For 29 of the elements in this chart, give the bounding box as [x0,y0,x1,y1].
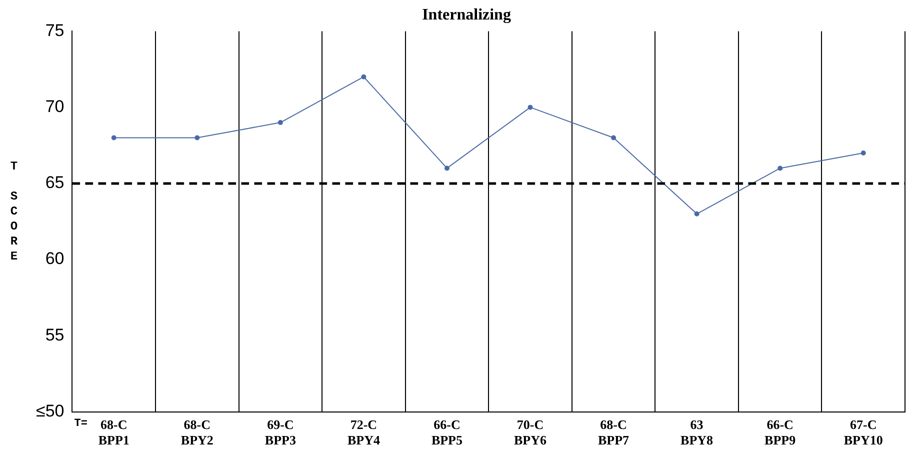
point [111,135,116,140]
x-tick-label: 72-C BPY4 [347,416,380,448]
text: T= [74,418,88,430]
x-tick-label: 68-C BPP7 [598,416,630,448]
x-tick-label: 68-C BPY2 [180,416,214,448]
point [611,135,616,140]
y-tick-label: 75 [45,20,64,40]
x-tick-label: 70-C BPY6 [514,416,548,448]
y-tick-label: 70 [45,97,64,116]
y-tick-label: 65 [45,173,64,192]
text: T SCORE [10,160,18,264]
point [860,150,866,156]
x-tick-label: 66-C BPP5 [431,416,464,448]
y-tick-label: 55 [45,325,64,344]
x-tick-label: 69-C BPP3 [264,416,296,448]
x-tick-label: 68-C BPP1 [98,416,130,448]
chart-title: Internalizing [422,6,511,24]
y-tick-label: ≤50 [36,401,64,420]
point [361,74,366,80]
point [444,166,450,171]
point [778,166,783,171]
y-tick-label: 60 [45,249,64,268]
point [528,104,533,110]
point [694,211,700,216]
x-tick-label: 63 BPY8 [680,416,714,448]
x-tick-label: 66-C BPP9 [764,416,796,448]
x-tick-label: 67-C BPY10 [844,416,883,448]
point [278,120,283,126]
point [194,135,200,140]
